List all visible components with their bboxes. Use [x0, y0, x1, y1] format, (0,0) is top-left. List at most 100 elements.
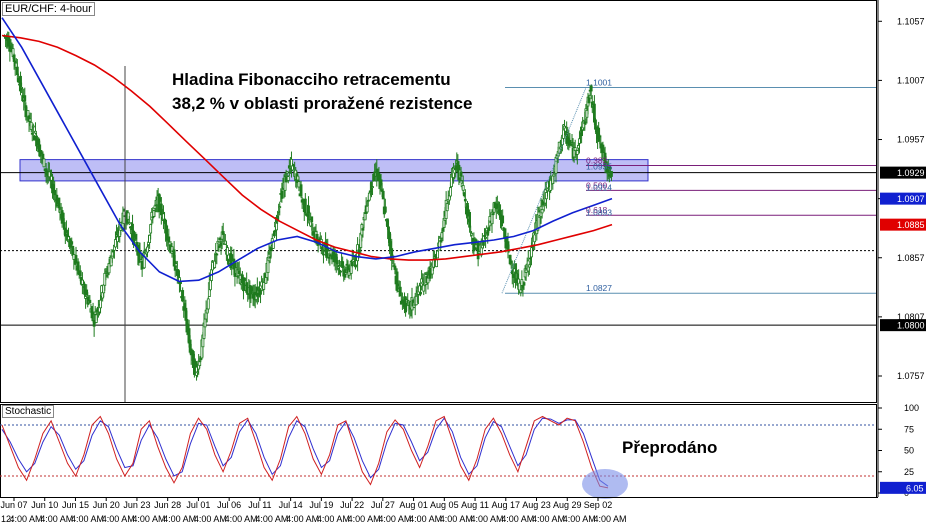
candle-body: [181, 290, 185, 301]
candle-body: [216, 240, 220, 244]
fib-label-6: 1.0893: [586, 208, 612, 218]
stoch-tick-label: 50: [904, 446, 914, 456]
price-tag-bg-1: [880, 192, 926, 205]
candle-body: [280, 190, 284, 199]
time-tick-label: Jul 06: [217, 500, 241, 510]
candle-body: [310, 216, 314, 223]
candle-body: [610, 170, 613, 177]
candle-body: [530, 247, 533, 258]
time-tick-sub: 4:00 AM: [440, 514, 473, 524]
candle-body: [552, 173, 556, 177]
candle-body: [381, 190, 385, 200]
candle-body: [245, 282, 249, 293]
candle-body: [371, 186, 374, 188]
candle-body: [303, 198, 307, 214]
candle-body: [307, 205, 310, 214]
candle-body: [524, 269, 528, 273]
candle-body: [436, 250, 440, 259]
ma-fast-line: [1, 17, 613, 283]
price-tag-bg-2: [880, 218, 926, 231]
time-tick-sub: 4:00 AM: [563, 514, 596, 524]
time-tick-label: Jul 27: [371, 500, 395, 510]
time-tick-sub: 4:00 AM: [378, 514, 411, 524]
candle-body: [268, 256, 272, 259]
price-tag-0: 1.0929: [897, 168, 925, 178]
price-tag-1: 1.0907: [897, 194, 925, 204]
candle-body: [215, 253, 219, 256]
time-tick-sub: 4:00 AM: [225, 514, 258, 524]
candle-body: [435, 259, 438, 268]
price-tick-label: 1.1057: [897, 16, 925, 26]
time-tick-label: Jun 15: [62, 500, 89, 510]
candle-body: [299, 184, 303, 197]
time-tick-label: Aug 11: [461, 500, 489, 510]
candle-body: [84, 296, 87, 299]
symbol-label: EUR/CHF: 4-hour: [2, 2, 95, 16]
candle-body: [339, 270, 342, 273]
price-tag-2: 1.0885: [897, 220, 925, 230]
candle-body: [468, 212, 472, 228]
candle-body: [15, 66, 19, 76]
candle-body: [83, 283, 86, 295]
candle-body: [320, 246, 324, 250]
time-tick-label: Aug 01: [399, 500, 428, 510]
candle-body: [107, 263, 111, 274]
time-tick-sub: 4:00 AM: [40, 514, 73, 524]
candle-body: [286, 176, 290, 181]
candle-body: [575, 150, 579, 155]
candle-body: [484, 236, 488, 239]
candle-body: [198, 361, 202, 366]
stochastic-title: Stochastic: [2, 405, 55, 418]
fib-label-0: 1.1001: [586, 77, 612, 87]
time-tick-label: Jul 22: [340, 500, 364, 510]
time-prefix: 12:: [1, 514, 14, 524]
candle-body: [226, 247, 229, 256]
candle-body: [53, 189, 57, 196]
candle-body: [74, 254, 78, 264]
time-tick-sub: 4:00 AM: [348, 514, 381, 524]
candle-body: [271, 241, 275, 249]
time-tick-sub: 4:00 AM: [317, 514, 350, 524]
candle-body: [463, 198, 467, 202]
price-panel-frame: [0, 0, 877, 403]
stoch-value: 6.05: [906, 483, 924, 493]
candle-body: [76, 261, 80, 271]
candle-body: [469, 231, 473, 233]
candle-body: [379, 179, 383, 186]
candle-body: [278, 206, 282, 209]
time-tick-label: Jul 14: [279, 500, 303, 510]
time-tick-sub: 4:00 AM: [532, 514, 565, 524]
candle-body: [275, 222, 278, 231]
candle-body: [146, 246, 149, 253]
candle-body: [88, 299, 92, 304]
price-tick-label: 1.1007: [897, 75, 925, 85]
time-tick-label: Jun 20: [93, 500, 120, 510]
candle-body: [213, 260, 217, 269]
time-tick-sub: 4:00 AM: [9, 514, 42, 524]
time-tick-sub: 4:00 AM: [501, 514, 534, 524]
fib-label-3: 0.500: [586, 180, 608, 190]
time-tick-label: Aug 29: [553, 500, 582, 510]
time-tick-sub: 4:00 AM: [194, 514, 227, 524]
time-tick-label: Jul 01: [186, 500, 210, 510]
time-tick-label: Aug 23: [522, 500, 551, 510]
candle-body: [31, 125, 35, 128]
time-tick-label: Jun 28: [154, 500, 181, 510]
candle-body: [477, 251, 481, 254]
fib-label-4: 1.0914: [586, 183, 612, 193]
price-tick-label: 1.0807: [897, 312, 925, 322]
candle-body: [70, 241, 74, 245]
candle-body: [522, 282, 526, 286]
candle-body: [218, 237, 222, 241]
candle-body: [419, 291, 422, 295]
candle-body: [533, 234, 537, 243]
time-tick-sub: 4:00 AM: [409, 514, 442, 524]
fib-annotation-line1: Hladina Fibonacciho retracementu: [172, 70, 451, 89]
candle-body: [157, 193, 161, 212]
time-tick-label: Jul 11: [248, 500, 271, 510]
candle-body: [259, 289, 262, 295]
fib-label-5: 0.618: [586, 205, 608, 215]
candle-body: [589, 85, 593, 92]
